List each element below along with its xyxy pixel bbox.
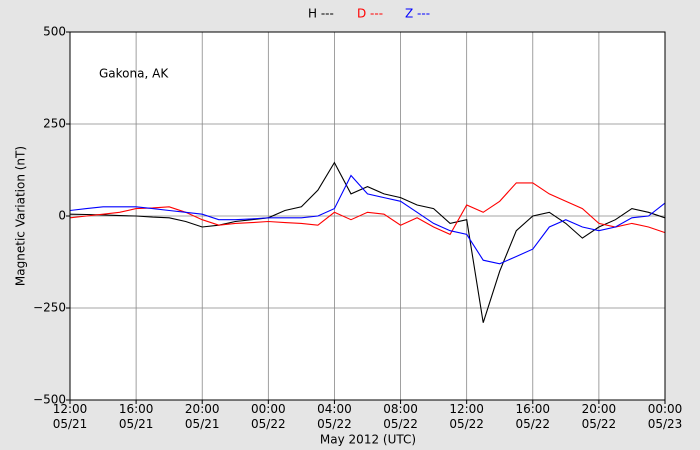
- lines: [69, 161, 666, 323]
- y-axis-label: Magnetic Variation (nT): [14, 146, 28, 286]
- x-tick-label: 00:00 05/23: [648, 402, 683, 431]
- x-tick-label: 08:00 05/22: [383, 402, 418, 431]
- series-line: [69, 182, 666, 236]
- legend-entry: D ---: [357, 7, 383, 21]
- legend: H --- D --- Z ---: [308, 7, 430, 21]
- x-tick-label: 16:00 05/21: [119, 402, 154, 431]
- x-tick-label: 12:00 05/21: [53, 402, 88, 431]
- y-tick-label: 500: [43, 25, 66, 39]
- x-axis-label: May 2012 (UTC): [320, 433, 416, 447]
- x-tick-label: 00:00 05/22: [251, 402, 286, 431]
- y-tick-label: 250: [43, 117, 66, 131]
- x-tick-label: 04:00 05/22: [317, 402, 352, 431]
- series-line: [69, 161, 666, 323]
- legend-entry: H ---: [308, 7, 334, 21]
- x-tick-label: 20:00 05/22: [582, 402, 617, 431]
- y-tick-label: 0: [58, 209, 66, 223]
- x-tick-label: 16:00 05/22: [515, 402, 550, 431]
- x-tick-label: 20:00 05/21: [185, 402, 220, 431]
- annotation: Gakona, AK: [99, 67, 169, 81]
- legend-entry: Z ---: [405, 7, 430, 21]
- y-tick-label: −250: [33, 301, 66, 315]
- y-tick-label: −500: [33, 393, 66, 407]
- x-tick-label: 12:00 05/22: [449, 402, 484, 431]
- series-line: [69, 174, 666, 265]
